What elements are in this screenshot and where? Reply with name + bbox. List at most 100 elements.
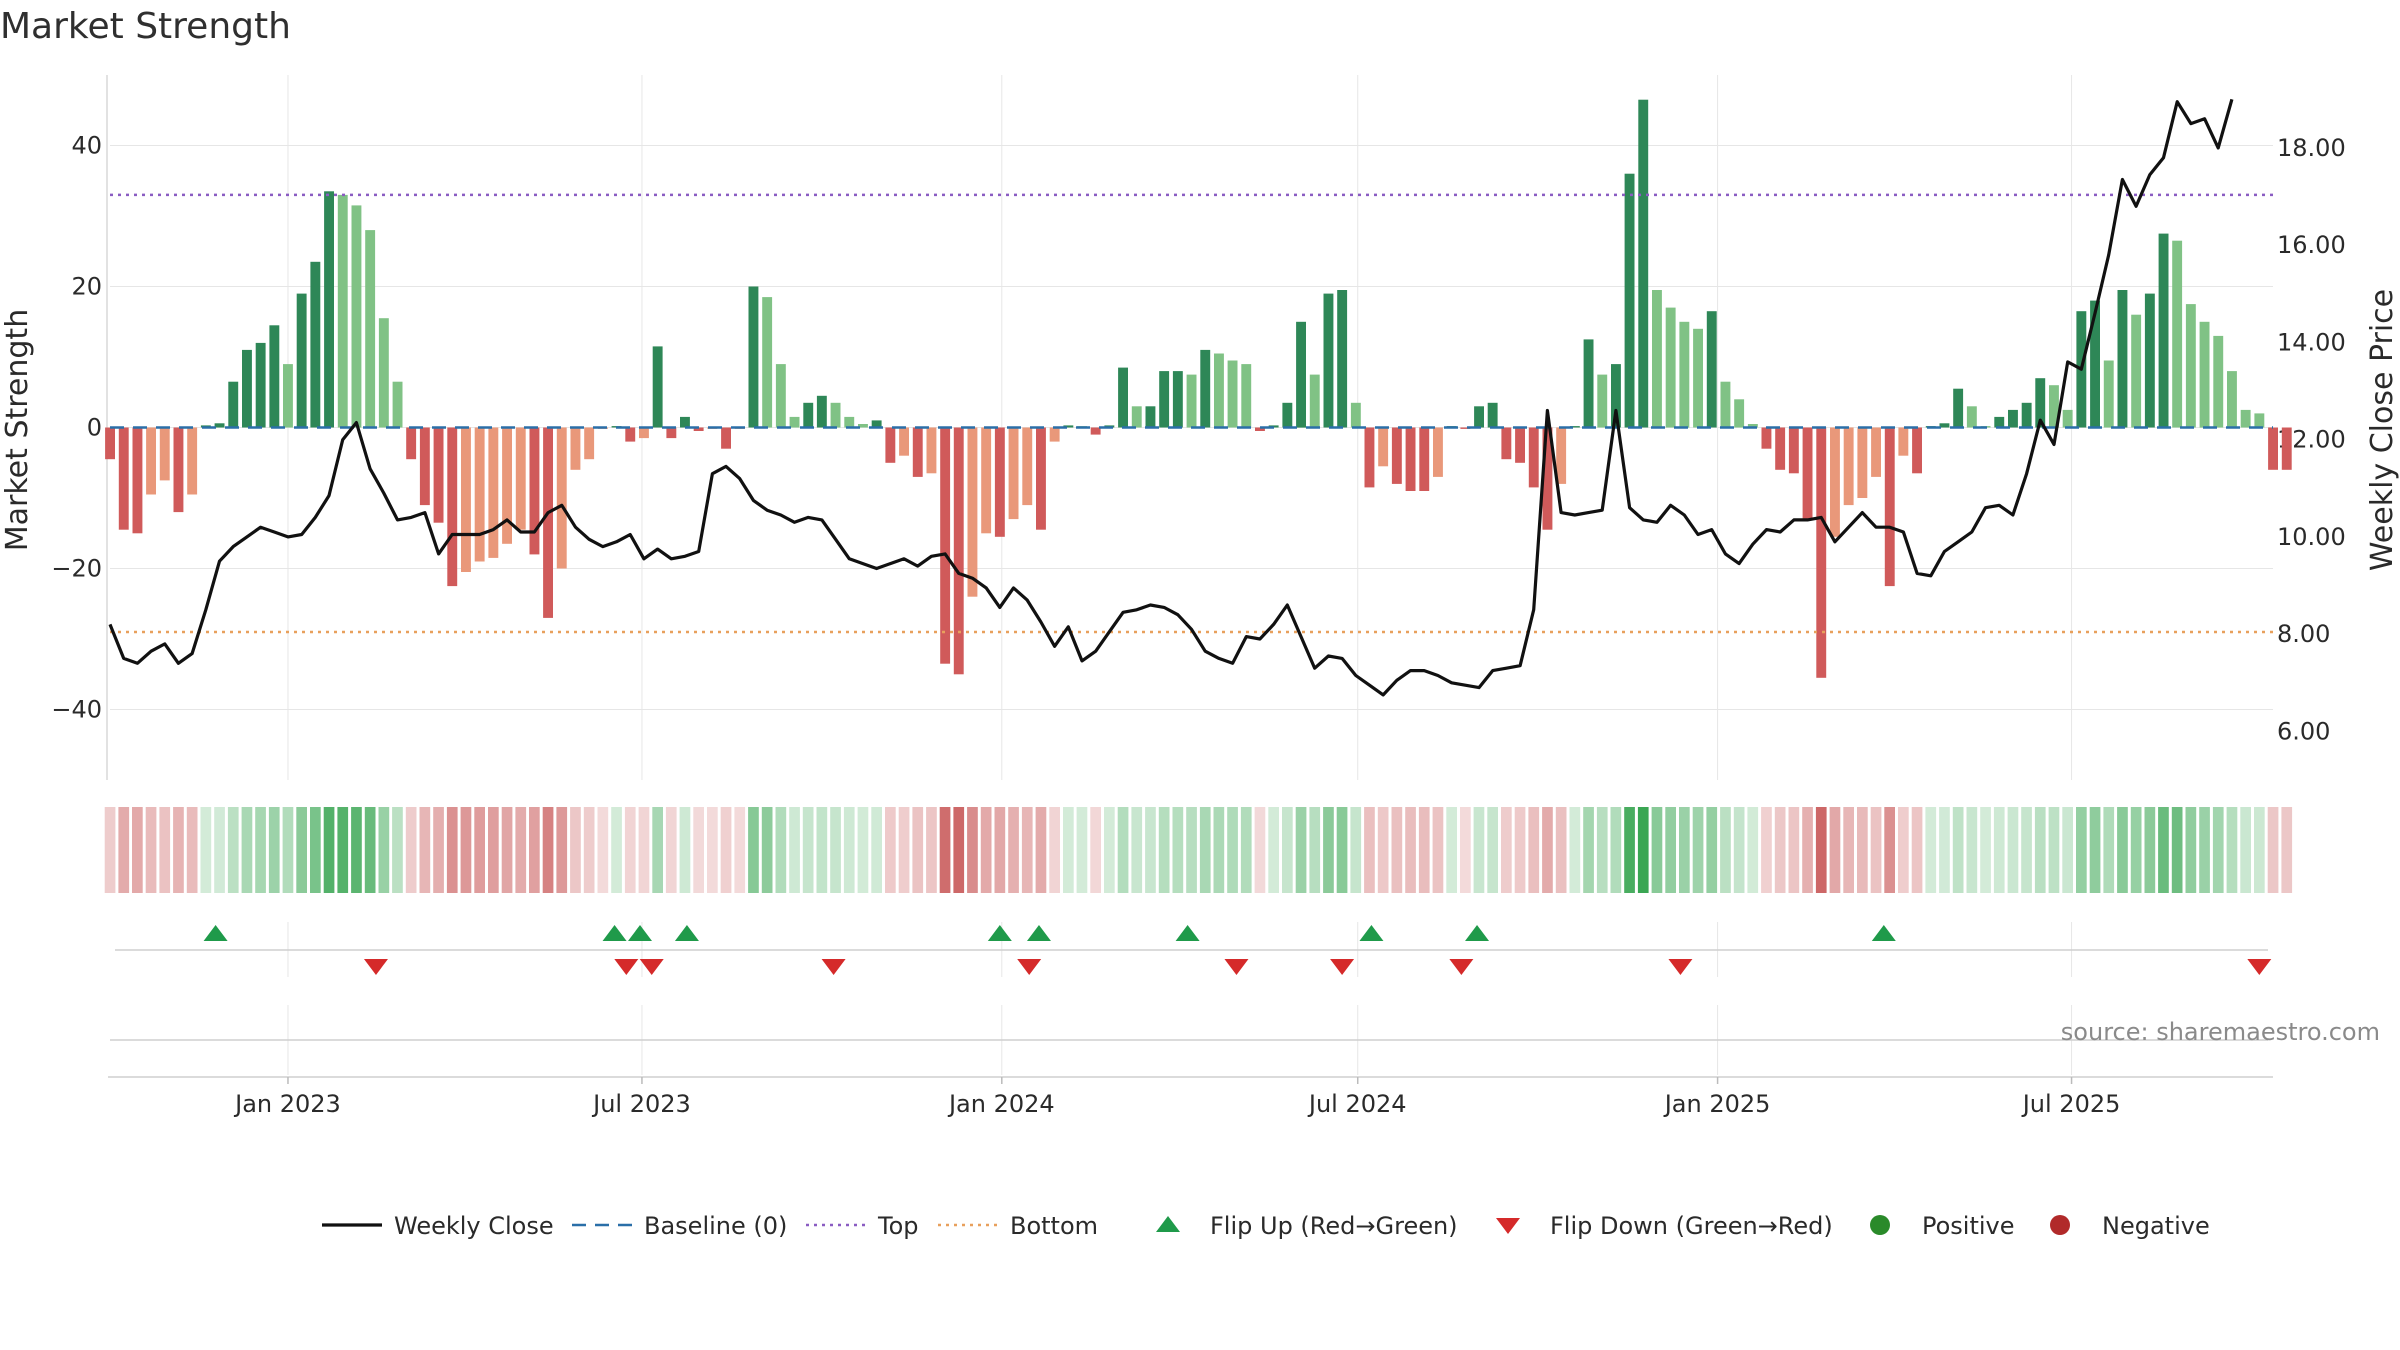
strength-bar xyxy=(1022,427,1033,506)
strip-cell xyxy=(748,807,759,893)
strip-cell xyxy=(200,807,212,893)
strip-cell xyxy=(542,807,554,893)
flip-down-marker xyxy=(1330,959,1355,975)
strip-cell xyxy=(2089,807,2101,893)
strip-cell xyxy=(337,807,349,893)
legend-dot-icon xyxy=(2050,1215,2070,1235)
strength-bar xyxy=(912,427,923,477)
strip-cell xyxy=(501,807,513,893)
strength-bar xyxy=(1747,424,1758,428)
strip-cell xyxy=(2007,807,2019,893)
strength-bar xyxy=(1994,416,2005,428)
flip-down-marker xyxy=(821,959,846,975)
strip-cell xyxy=(1487,807,1498,893)
strip-cell xyxy=(1104,807,1115,893)
strip-cell xyxy=(1980,807,1991,893)
strength-bar xyxy=(173,427,184,513)
strip-cell xyxy=(159,807,171,893)
strength-bar xyxy=(748,286,759,428)
strength-bar xyxy=(337,194,348,428)
source-note: source: sharemaestro.com xyxy=(2061,1018,2380,1046)
flip-down-marker xyxy=(1449,959,1474,975)
strength-bar xyxy=(899,427,909,456)
strip-cell xyxy=(1227,807,1238,893)
weekly-close-line xyxy=(108,98,2234,697)
strip-cell xyxy=(1528,807,1540,893)
strip-cell xyxy=(173,807,184,893)
strength-bar xyxy=(666,427,677,439)
strip-cell xyxy=(1952,807,1964,893)
strength-bar xyxy=(2199,321,2210,428)
strip-cell xyxy=(775,807,787,893)
strip-cell xyxy=(2117,807,2128,893)
strength-bar xyxy=(1515,427,1525,463)
y-tick-label-right: 6.00 xyxy=(2277,717,2330,745)
legend-label: Top xyxy=(877,1212,919,1240)
strip-cell xyxy=(611,807,622,893)
strip-cell xyxy=(1993,807,2005,893)
strip-cell xyxy=(1802,807,1813,893)
strip-cell xyxy=(1186,807,1197,893)
strength-bar xyxy=(1063,425,1074,428)
strength-bar xyxy=(2172,240,2183,428)
strength-bar xyxy=(324,191,334,428)
strength-bar xyxy=(625,427,636,442)
strength-bar xyxy=(2144,293,2155,428)
flip-down-marker xyxy=(1668,959,1693,975)
strip-cell xyxy=(1446,807,1457,893)
strength-bar xyxy=(844,416,855,428)
strength-bar xyxy=(515,427,526,530)
strip-cell xyxy=(186,807,198,893)
strength-bar xyxy=(1145,406,1156,428)
strength-bar xyxy=(2185,304,2196,428)
strip-cell xyxy=(241,807,253,893)
strength-bar xyxy=(1706,311,1717,428)
strip-cell xyxy=(1733,807,1745,893)
strip-cell xyxy=(268,807,280,893)
strength-bar xyxy=(1912,427,1922,474)
strip-cell xyxy=(679,807,691,893)
strip-cell xyxy=(132,807,143,893)
strength-bar xyxy=(1214,353,1224,428)
strip-cell xyxy=(789,807,800,893)
strip-cell xyxy=(2199,807,2210,893)
strength-bar xyxy=(1761,427,1772,449)
strip-cell xyxy=(1596,807,1608,893)
strip-cell xyxy=(1090,807,1101,893)
strip-cell xyxy=(460,807,472,893)
strip-cell xyxy=(1569,807,1581,893)
strength-bar xyxy=(543,427,553,618)
strength-bar xyxy=(1118,367,1128,428)
strength-bar xyxy=(2268,427,2278,470)
strength-bar xyxy=(488,427,499,558)
strip-cell xyxy=(488,807,499,893)
strength-bar xyxy=(529,427,540,555)
strip-cell xyxy=(1829,807,1841,893)
strip-cell xyxy=(871,807,882,893)
y-tick-label-left: 20 xyxy=(71,273,102,301)
strength-bar xyxy=(1350,402,1361,428)
strength-bar xyxy=(1953,388,1964,428)
strip-cell xyxy=(1076,807,1088,893)
strip-cell xyxy=(843,807,855,893)
weekly-close-path xyxy=(108,98,2234,697)
strength-bar xyxy=(2021,402,2032,428)
strip-cell xyxy=(1008,807,1019,893)
flip-up-marker xyxy=(1359,925,1384,941)
strength-bar xyxy=(830,402,841,428)
strength-bar xyxy=(981,427,992,534)
strip-cell xyxy=(912,807,924,893)
strip-cell xyxy=(419,807,431,893)
strip-cell xyxy=(556,807,568,893)
strip-cell xyxy=(446,807,458,893)
strip-cell xyxy=(926,807,937,893)
strip-cell xyxy=(953,807,965,893)
strip-cell xyxy=(255,807,266,893)
strength-bar xyxy=(159,427,170,481)
strip-cell xyxy=(2226,807,2238,893)
strip-cell xyxy=(1254,807,1266,893)
strength-bar xyxy=(1433,427,1443,477)
strength-bar xyxy=(1487,402,1498,428)
strip-cell xyxy=(282,807,294,893)
strip-cell xyxy=(1925,807,1937,893)
